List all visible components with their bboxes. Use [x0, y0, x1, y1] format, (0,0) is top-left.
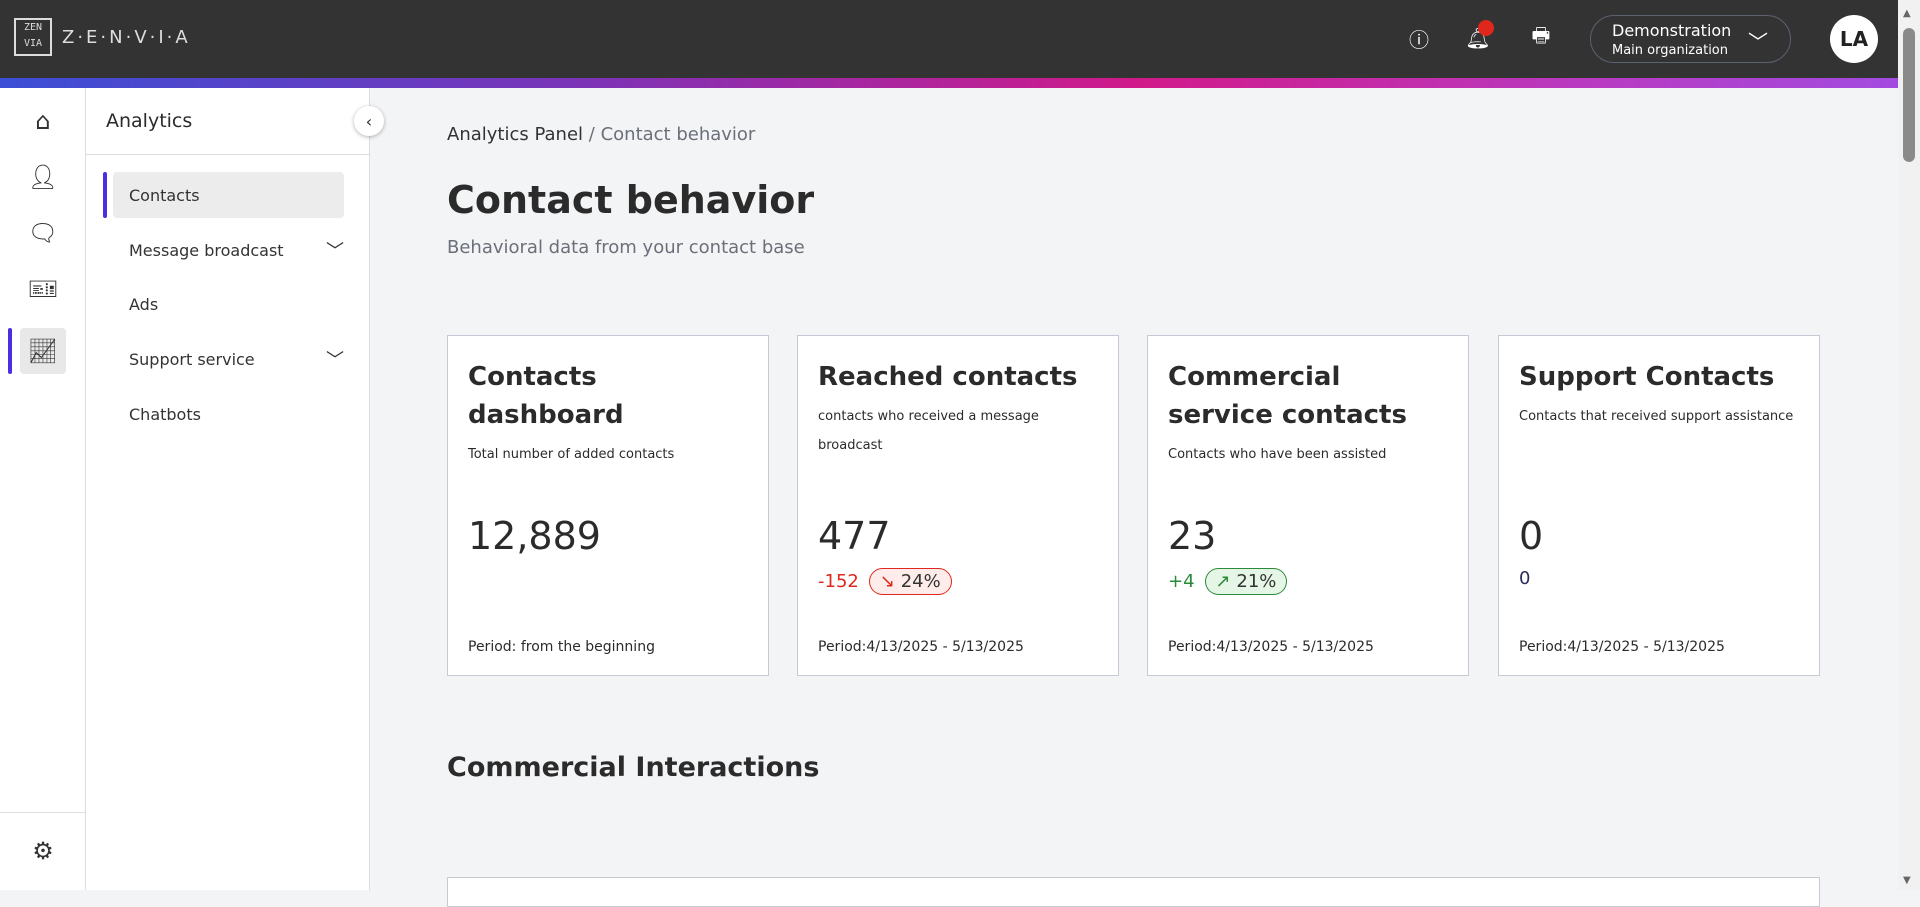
change-percent: 24% — [900, 571, 941, 592]
card-contacts-dashboard: Contacts dashboard Total number of added… — [447, 335, 769, 676]
scrollbar-thumb[interactable] — [1903, 28, 1915, 162]
card-title: Support Contacts — [1519, 362, 1775, 392]
card-value: 477 — [818, 514, 891, 558]
card-value: 23 — [1168, 514, 1217, 558]
card-delta: 0 — [1519, 568, 1531, 589]
card-value: 12,889 — [468, 514, 601, 558]
card-reached-contacts: Reached contacts contacts who received a… — [797, 335, 1119, 676]
change-badge: ↘ 24% — [868, 568, 952, 595]
card-description: Total number of added contacts — [468, 447, 675, 462]
scrollbar[interactable]: ▲ ▼ — [1898, 0, 1920, 890]
card-period: Period: from the beginning — [468, 639, 655, 655]
card-description: contacts who received a message broadcas… — [818, 409, 1039, 453]
card-description: Contacts who have been assisted — [1168, 447, 1387, 462]
card-period: Period:4/13/2025 - 5/13/2025 — [1519, 639, 1725, 655]
sidebar-item-label: Message broadcast — [129, 240, 284, 260]
sidebar-item-label: Support service — [129, 349, 255, 369]
notification-dot — [1478, 20, 1494, 36]
sidebar-title: Analytics — [86, 88, 369, 155]
sidebar-item-ads[interactable]: Ads — [113, 281, 344, 327]
ticket-icon[interactable]: 🎫︎ — [27, 275, 59, 303]
arrow-down-right-icon: ↘ — [879, 571, 895, 592]
icon-rail: ⌂ 👤︎ 🗨 🎫︎ 📈︎ ⚙ — [0, 88, 86, 890]
top-bar: ZEN VIA Z·E·N·V·I·A ⓘ 🔔︎ 🖶 Demonstration … — [0, 0, 1898, 78]
chat-icon[interactable]: 🗨 — [27, 219, 59, 247]
divider — [0, 812, 86, 813]
arrow-up-right-icon: ↗ — [1215, 571, 1231, 592]
person-icon[interactable]: 👤︎ — [27, 163, 59, 191]
card-title: Commercial service contacts — [1168, 362, 1407, 430]
scroll-down-icon[interactable]: ▼ — [1903, 875, 1911, 886]
chevron-down-icon: ﹀ — [326, 241, 344, 262]
chevron-down-icon: ﹀ — [1748, 30, 1768, 54]
card-period: Period:4/13/2025 - 5/13/2025 — [818, 639, 1024, 655]
sidebar-item-label: Ads — [129, 294, 159, 314]
avatar[interactable]: LA — [1830, 15, 1878, 63]
sidebar-item-chatbots[interactable]: Chatbots — [113, 391, 344, 437]
card-value: 0 — [1519, 514, 1544, 558]
analytics-sidebar: Analytics ‹ Contacts Message broadcast ﹀ … — [86, 88, 384, 890]
card-delta: +4 — [1168, 571, 1195, 592]
card-commercial-service-contacts: Commercial service contacts Contacts who… — [1147, 335, 1469, 676]
org-subtitle: Main organization — [1612, 43, 1728, 58]
card-description: Contacts that received support assistanc… — [1519, 409, 1794, 424]
commercial-interactions-panel — [447, 877, 1820, 907]
logo-mark: ZEN VIA — [14, 18, 52, 56]
home-icon[interactable]: ⌂ — [35, 107, 51, 135]
breadcrumb-separator: / — [588, 124, 595, 145]
sidebar-item-label: Chatbots — [129, 404, 201, 424]
gear-icon[interactable]: ⚙ — [32, 837, 54, 865]
help-icon[interactable]: ⓘ — [1409, 27, 1429, 52]
change-percent: 21% — [1236, 571, 1277, 592]
analytics-icon[interactable]: 📈︎ — [8, 328, 66, 374]
breadcrumb: Analytics Panel / Contact behavior — [447, 124, 755, 145]
card-support-contacts: Support Contacts Contacts that received … — [1498, 335, 1820, 676]
change-badge: ↗ 21% — [1204, 568, 1288, 595]
page-title: Contact behavior — [447, 178, 815, 222]
breadcrumb-current: Contact behavior — [600, 124, 756, 145]
sidebar-item-label: Contacts — [129, 185, 200, 205]
page-subtitle: Behavioral data from your contact base — [447, 237, 805, 258]
zenvia-logo[interactable]: ZEN VIA Z·E·N·V·I·A — [14, 18, 191, 56]
scroll-up-icon[interactable]: ▲ — [1903, 8, 1911, 19]
card-period: Period:4/13/2025 - 5/13/2025 — [1168, 639, 1374, 655]
logo-text: Z·E·N·V·I·A — [62, 26, 191, 48]
card-title: Contacts dashboard — [468, 362, 624, 430]
section-title: Commercial Interactions — [447, 752, 820, 783]
printer-icon[interactable]: 🖶 — [1531, 23, 1551, 47]
organization-selector[interactable]: Demonstration Main organization ﹀ — [1590, 15, 1791, 63]
chevron-down-icon: ﹀ — [326, 350, 344, 371]
brand-gradient-bar — [0, 78, 1898, 88]
sidebar-item-message-broadcast[interactable]: Message broadcast ﹀ — [113, 227, 344, 273]
collapse-sidebar-button[interactable]: ‹ — [354, 106, 384, 136]
card-delta: -152 — [818, 571, 859, 592]
sidebar-item-support-service[interactable]: Support service ﹀ — [113, 336, 344, 382]
card-title: Reached contacts — [818, 362, 1078, 392]
breadcrumb-parent[interactable]: Analytics Panel — [447, 124, 584, 145]
sidebar-item-contacts[interactable]: Contacts — [103, 172, 344, 218]
org-name: Demonstration — [1612, 21, 1732, 40]
